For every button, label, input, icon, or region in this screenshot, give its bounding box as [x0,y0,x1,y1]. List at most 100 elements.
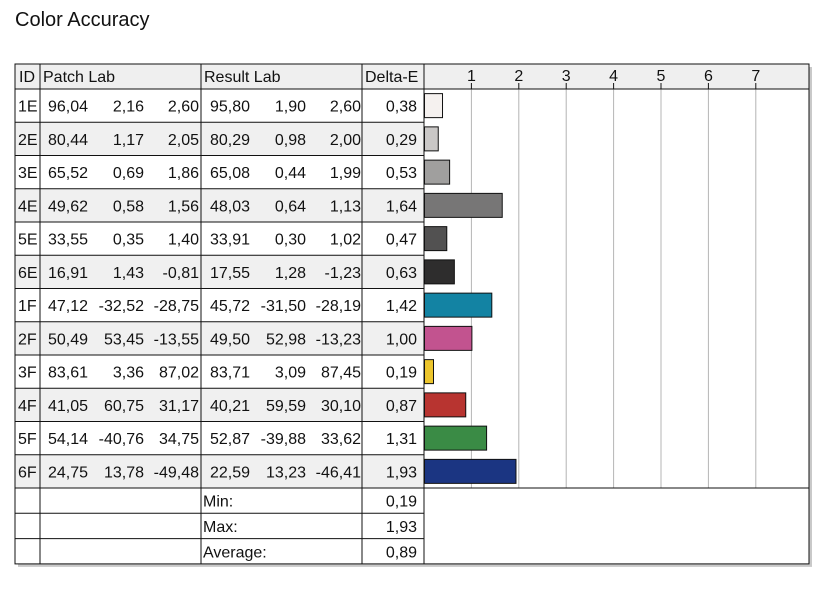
row-id: 3F [18,365,37,382]
result-lab-value: 22,59 [210,464,250,481]
tick-label: 2 [514,68,523,85]
delta-e-value: 0,38 [386,99,417,116]
result-lab-value: 0,44 [275,165,306,182]
result-lab-value: -13,23 [316,331,361,348]
delta-e-value: 1,42 [386,298,417,315]
patch-lab-value: 49,62 [48,198,88,215]
patch-lab-value: 0,69 [113,165,144,182]
patch-lab-value: 1,43 [113,265,144,282]
result-lab-value: 33,62 [321,431,361,448]
result-lab-value: 1,02 [330,232,361,249]
delta-e-value: 0,53 [386,165,417,182]
patch-lab-value: -32,52 [99,298,144,315]
result-lab-value: 48,03 [210,198,250,215]
result-lab-value: 87,45 [321,365,361,382]
summary-value: 1,93 [386,519,417,536]
result-lab-value: 65,08 [210,165,250,182]
summary-value: 0,19 [386,494,417,511]
result-lab-value: 3,09 [275,365,306,382]
patch-lab-value: 96,04 [48,99,88,116]
header-delta-e: Delta-E [365,69,418,86]
result-lab-value: 30,10 [321,398,361,415]
patch-lab-value: 33,55 [48,232,88,249]
row-id: 4F [18,398,37,415]
patch-lab-value: 1,86 [168,165,199,182]
delta-e-bar [424,458,517,484]
row-id: 4E [18,198,38,215]
patch-lab-value: 60,75 [104,398,144,415]
row-id: 2E [18,132,38,149]
tick-label: 4 [609,68,618,85]
patch-lab-value: 83,61 [48,365,88,382]
summary-label: Min: [203,494,233,511]
result-lab-value: 0,64 [275,198,306,215]
patch-lab-value: -13,55 [154,331,199,348]
tick-label: 6 [704,68,713,85]
result-lab-value: 95,80 [210,99,250,116]
patch-lab-value: 3,36 [113,365,144,382]
delta-e-bar [424,392,467,418]
delta-e-value: 0,29 [386,132,417,149]
result-lab-value: -39,88 [261,431,306,448]
row-id: 5E [18,232,38,249]
patch-lab-value: 53,45 [104,331,144,348]
patch-lab-value: 31,17 [159,398,199,415]
result-lab-value: 49,50 [210,331,250,348]
patch-lab-value: 1,17 [113,132,144,149]
patch-lab-value: 13,78 [104,464,144,481]
result-lab-value: 17,55 [210,265,250,282]
result-lab-value: 2,60 [330,99,361,116]
row-stripe [15,388,424,422]
patch-lab-value: 2,16 [113,99,144,116]
result-lab-value: 1,13 [330,198,361,215]
patch-lab-value: 47,12 [48,298,88,315]
delta-e-value: 1,00 [386,331,417,348]
row-stripe [15,321,424,355]
delta-e-bar [424,259,455,285]
patch-lab-value: 50,49 [48,331,88,348]
tick-label: 7 [751,68,760,85]
result-lab-value: 1,90 [275,99,306,116]
row-stripe [15,454,424,488]
row-id: 1E [18,99,38,116]
delta-e-bar [424,126,439,152]
result-lab-value: 45,72 [210,298,250,315]
header-background [15,64,809,89]
tick-label: 5 [657,68,666,85]
row-stripe [15,255,424,289]
header-patch-lab: Patch Lab [43,69,115,86]
row-id: 5F [18,431,37,448]
patch-lab-value: 0,35 [113,232,144,249]
patch-lab-value: 2,60 [168,99,199,116]
result-lab-value: 52,87 [210,431,250,448]
result-lab-value: 1,99 [330,165,361,182]
patch-lab-value: 2,05 [168,132,199,149]
summary-label: Max: [203,519,238,536]
patch-lab-value: 87,02 [159,365,199,382]
patch-lab-value: -0,81 [163,265,200,282]
result-lab-value: 83,71 [210,365,250,382]
delta-e-value: 0,47 [386,232,417,249]
header-result-lab: Result Lab [204,69,281,86]
delta-e-bar [424,159,451,185]
patch-lab-value: 54,14 [48,431,88,448]
patch-lab-value: 1,56 [168,198,199,215]
patch-lab-value: -40,76 [99,431,144,448]
chart-title: Color Accuracy [15,9,150,31]
delta-e-bar [424,325,473,351]
patch-lab-value: 80,44 [48,132,88,149]
patch-lab-value: 34,75 [159,431,199,448]
delta-e-value: 0,19 [386,365,417,382]
delta-e-bar [424,226,448,252]
result-lab-value: 80,29 [210,132,250,149]
delta-e-bar [424,359,435,385]
result-lab-value: -1,23 [325,265,362,282]
result-lab-value: -28,19 [316,298,361,315]
result-lab-value: 59,59 [266,398,306,415]
delta-e-value: 1,64 [386,198,417,215]
delta-e-value: 0,87 [386,398,417,415]
patch-lab-value: -28,75 [154,298,199,315]
result-lab-value: 52,98 [266,331,306,348]
delta-e-bar [424,93,444,119]
